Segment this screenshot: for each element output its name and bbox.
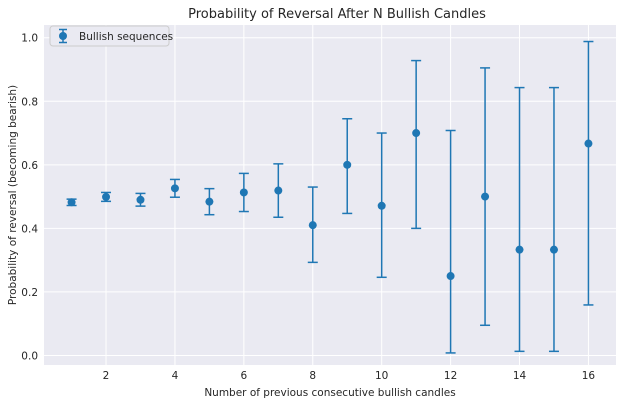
x-tick-label: 16 [582, 370, 596, 382]
data-point [170, 184, 179, 193]
data-point [205, 197, 214, 206]
legend-label-bullish-sequences: Bullish sequences [79, 31, 173, 43]
data-point [446, 272, 455, 281]
plot-area [44, 25, 616, 365]
chart-title: Probability of Reversal After N Bullish … [188, 7, 486, 22]
x-tick-label: 14 [513, 370, 527, 382]
data-point [584, 139, 593, 148]
data-point [308, 221, 317, 230]
y-tick-label: 0.6 [21, 160, 38, 172]
x-tick-label: 6 [241, 370, 248, 382]
legend: Bullish sequences [49, 25, 173, 47]
data-point [412, 129, 421, 138]
y-tick-label: 1.0 [21, 33, 38, 45]
x-tick-label: 4 [172, 370, 179, 382]
data-point [102, 192, 111, 201]
data-points [67, 129, 593, 281]
data-point [549, 245, 558, 254]
data-point [239, 188, 248, 197]
y-tick-label: 0.0 [21, 350, 38, 362]
tick-labels: 2 4 6 8 10 12 14 16 0.0 0.2 0.4 0.6 0.8 1.0 [21, 33, 595, 382]
data-point [274, 186, 283, 195]
legend-box [49, 25, 170, 47]
data-point [377, 201, 386, 210]
x-tick-label: 10 [375, 370, 388, 382]
data-point [67, 198, 76, 207]
x-tick-label: 2 [103, 370, 110, 382]
data-point [481, 192, 490, 201]
x-axis-label: Number of previous consecutive bullish c… [204, 387, 455, 399]
data-point [136, 195, 145, 204]
y-tick-label: 0.8 [21, 96, 38, 108]
y-tick-label: 0.4 [21, 223, 38, 235]
y-tick-label: 0.2 [21, 287, 38, 299]
legend-point-marker [59, 32, 67, 40]
data-point [515, 245, 524, 254]
data-point [343, 160, 352, 169]
y-axis-label: Probability of reversal (becoming bearis… [7, 85, 19, 305]
x-tick-label: 12 [444, 370, 457, 382]
x-tick-label: 8 [309, 370, 316, 382]
